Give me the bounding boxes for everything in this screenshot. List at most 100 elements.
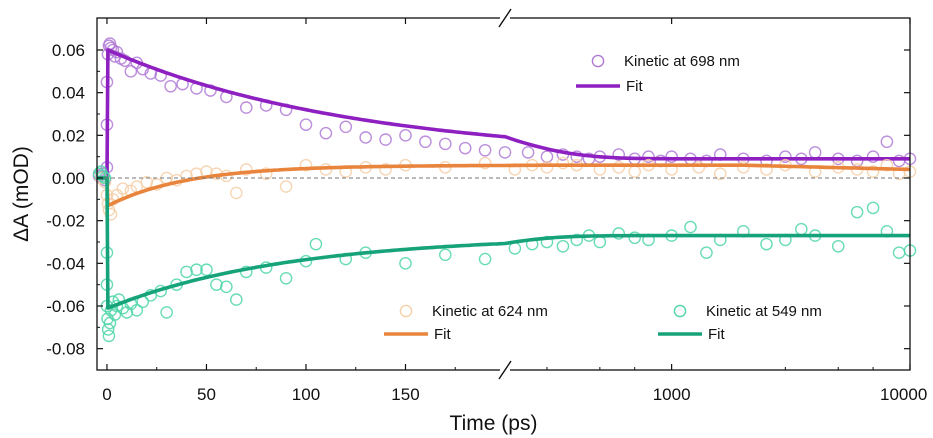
- data-point: [540, 150, 554, 163]
- data-point: [359, 131, 372, 144]
- data-point: [737, 161, 750, 174]
- x-axis: 0 50 100 150 1000 10000: [102, 18, 927, 404]
- data-point: [692, 161, 706, 174]
- data-point: [570, 233, 584, 247]
- y-tick-label: -0.08: [46, 340, 85, 359]
- x-tick-label: 10000: [880, 385, 927, 404]
- data-point: [299, 118, 313, 131]
- y-tick-label: -0.02: [46, 212, 85, 231]
- x-tick-label: 150: [391, 385, 419, 404]
- data-point: [612, 161, 626, 174]
- data-point: [116, 182, 130, 195]
- data-point: [124, 65, 138, 78]
- data-point: [831, 239, 845, 253]
- y-tick-label: 0.02: [52, 126, 85, 145]
- data-point: [795, 222, 808, 236]
- data-point: [279, 180, 293, 193]
- data-point: [438, 137, 452, 151]
- axis-break-marks: [498, 8, 512, 380]
- series-1: [94, 156, 917, 221]
- data-point: [478, 143, 492, 157]
- data-point: [478, 252, 492, 266]
- x-tick-label: 50: [197, 385, 216, 404]
- data-point: [108, 308, 122, 321]
- x-axis-title: Time (ps): [450, 412, 538, 435]
- data-point: [700, 246, 713, 259]
- data-point: [684, 220, 697, 234]
- data-point: [319, 126, 333, 140]
- data-point: [458, 141, 472, 155]
- data-point: [140, 175, 154, 189]
- data-point: [866, 150, 880, 163]
- data-point: [230, 186, 243, 200]
- data-point: [850, 205, 864, 219]
- fit-line: [97, 176, 910, 310]
- y-tick-label: 0.00: [52, 169, 85, 188]
- data-point: [892, 246, 906, 259]
- data-point: [102, 329, 116, 343]
- data-point: [259, 167, 273, 181]
- data-point: [508, 242, 522, 255]
- y-axis-title: ΔA (mOD): [10, 146, 33, 242]
- axis-break-slash: [498, 360, 512, 380]
- data-point: [866, 165, 880, 178]
- data-point: [379, 163, 392, 176]
- y-tick-label: 0.06: [52, 41, 85, 60]
- legend-label: Kinetic at 624 nm: [432, 303, 548, 320]
- data-point: [299, 158, 313, 172]
- data-point: [612, 148, 626, 161]
- series-0: [92, 37, 917, 187]
- data-point: [103, 316, 117, 330]
- data-point: [521, 146, 535, 159]
- legend-label: Fit: [626, 78, 643, 95]
- data-point: [880, 135, 894, 149]
- data-point: [665, 150, 678, 163]
- data-point: [190, 263, 203, 277]
- x-tick-label: 0: [102, 385, 111, 404]
- data-point: [642, 150, 655, 163]
- y-axis: 0.06 0.04 0.02 0.00 -0.02 -0.04 -0.06 -0.08: [46, 41, 910, 359]
- data-point: [230, 293, 243, 306]
- x-tick-label: 100: [292, 385, 320, 404]
- data-point: [760, 237, 773, 251]
- data-point: [101, 323, 115, 336]
- legend: Kinetic at 698 nm Fit Kinetic at 624 nm Fit…: [384, 53, 822, 343]
- data-point: [628, 165, 641, 178]
- data-point: [104, 207, 118, 221]
- y-tick-label: -0.06: [46, 297, 85, 316]
- x-tick-label: 1000: [653, 385, 691, 404]
- data-point: [130, 303, 144, 317]
- legend-marker: [673, 304, 687, 318]
- legend-label: Fit: [708, 326, 725, 343]
- series-layer: [92, 37, 917, 343]
- data-point: [239, 101, 253, 114]
- data-point: [628, 231, 641, 245]
- data-point: [478, 156, 492, 170]
- data-point: [438, 248, 452, 262]
- data-point: [210, 278, 223, 291]
- data-point: [866, 201, 880, 215]
- data-point: [760, 163, 773, 176]
- data-point: [808, 146, 822, 159]
- data-point: [220, 280, 233, 294]
- data-point: [200, 263, 213, 277]
- data-point: [419, 135, 432, 149]
- data-point: [498, 146, 512, 159]
- data-point: [612, 227, 626, 240]
- data-point: [556, 156, 570, 170]
- fit-line: [97, 163, 911, 208]
- data-point: [160, 306, 173, 319]
- data-point: [593, 235, 607, 249]
- data-point: [164, 79, 177, 93]
- data-point: [399, 129, 412, 142]
- data-point: [540, 161, 554, 174]
- legend-label: Fit: [434, 326, 451, 343]
- data-point: [556, 239, 570, 253]
- data-point: [180, 265, 193, 279]
- y-tick-label: -0.04: [46, 254, 85, 273]
- data-point: [713, 167, 727, 181]
- y-tick-label: 0.04: [52, 84, 85, 103]
- legend-marker: [399, 304, 413, 318]
- legend-marker: [591, 54, 605, 68]
